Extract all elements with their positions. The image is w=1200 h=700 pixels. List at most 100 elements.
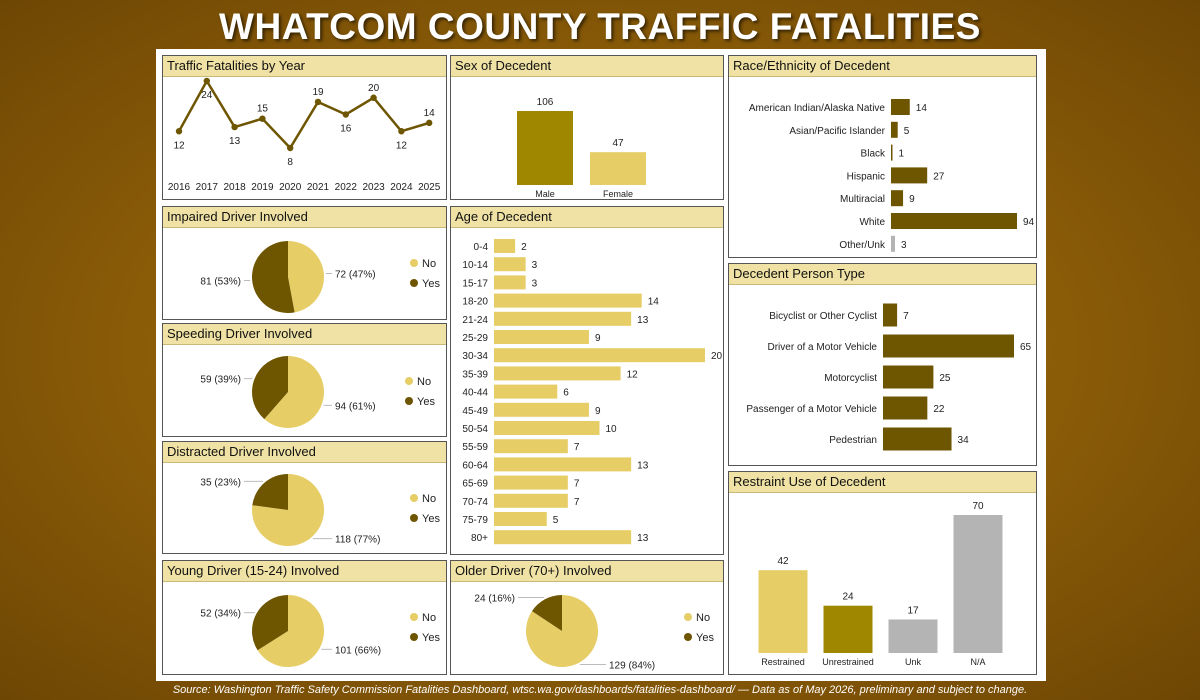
source-footnote: Source: Washington Traffic Safety Commis… [172, 684, 1028, 696]
bar [494, 366, 621, 381]
legend-label-yes: Yes [422, 632, 440, 644]
data-label: 7 [574, 479, 580, 490]
data-label: 94 [1023, 217, 1035, 228]
pie-chart-impaired: 72 (47%) 81 (53%) No Yes [200, 241, 440, 313]
pie-slice-yes [252, 595, 288, 651]
x-tick-label: Unk [905, 657, 922, 667]
y-tick-label: 55-59 [462, 442, 488, 453]
y-tick-label: 30-34 [462, 351, 488, 362]
data-label: 20 [711, 351, 723, 362]
data-label: 9 [595, 406, 601, 417]
y-tick-label: Passenger of a Motor Vehicle [746, 404, 877, 415]
data-label: 106 [537, 97, 554, 108]
legend-marker-yes [410, 514, 418, 522]
data-point [287, 144, 294, 152]
legend-marker-yes [410, 633, 418, 641]
x-tick-label: 2021 [307, 182, 330, 193]
panel-sex: Sex of Decedent 106 Male 47 Female [450, 55, 724, 200]
data-point [342, 111, 349, 118]
y-tick-label: 80+ [471, 533, 488, 544]
pie-slice-yes [252, 356, 288, 420]
panel-title: Decedent Person Type [729, 264, 1036, 285]
data-label: 118 (77%) [335, 535, 380, 546]
legend-label-yes: Yes [417, 396, 435, 408]
data-label: 9 [909, 194, 915, 205]
bar [891, 213, 1017, 229]
y-tick-label: 60-64 [462, 460, 488, 471]
data-label: 5 [553, 515, 559, 526]
y-tick-label: 0-4 [474, 242, 489, 253]
bar [823, 605, 873, 653]
data-label: 17 [907, 605, 919, 616]
x-tick-label: 2020 [279, 182, 302, 193]
x-tick-label: Male [535, 189, 555, 199]
bar [494, 421, 600, 435]
data-label: 35 (23%) [200, 477, 241, 488]
panel-race: Race/Ethnicity of Decedent 14 American In… [728, 55, 1037, 258]
bar [891, 144, 893, 161]
panel-title: Restraint Use of Decedent [729, 472, 1036, 493]
y-tick-label: 45-49 [462, 406, 488, 417]
pie-chart-older: 129 (84%) 24 (16%) No Yes [474, 594, 714, 672]
data-label: 59 (39%) [200, 375, 241, 386]
legend-marker-no [410, 259, 418, 267]
data-label: 24 (16%) [474, 594, 515, 605]
data-point [175, 128, 183, 135]
bar [891, 121, 898, 138]
panel-impaired-driver: Impaired Driver Involved 72 (47%) 81 (53%… [162, 206, 447, 320]
x-tick-label: 2024 [390, 182, 413, 193]
data-label: 7 [574, 442, 580, 453]
data-label: 13 [229, 136, 241, 147]
x-tick-label: 2018 [223, 182, 246, 193]
data-label: 42 [777, 556, 789, 567]
bar [494, 293, 642, 308]
data-label: 65 [1020, 342, 1032, 353]
panel-age: Age of Decedent 2 0-4 3 10-14 3 15-17 14 18-20 1… [450, 206, 724, 555]
data-label: 24 [842, 592, 854, 603]
data-label: 1 [899, 149, 905, 160]
x-tick-label: 2016 [168, 182, 191, 193]
y-tick-label: 50-54 [462, 424, 488, 435]
data-label: 3 [901, 240, 907, 251]
bar [494, 457, 632, 472]
line-chart-by-year: 1220162420171320181520198202019202116202… [168, 77, 441, 193]
data-label: 34 [958, 435, 970, 446]
y-tick-label: 35-39 [462, 369, 488, 380]
y-tick-label: 15-17 [462, 278, 488, 289]
data-label: 27 [933, 171, 945, 182]
legend-marker-no [410, 613, 418, 621]
data-label: 24 [201, 90, 213, 101]
legend-label-yes: Yes [422, 513, 440, 525]
legend-marker-no [410, 494, 418, 502]
pie-slice-no [264, 356, 324, 428]
data-label: 5 [904, 126, 910, 137]
bar-chart-age: 2 0-4 3 10-14 3 15-17 14 18-20 13 21-24 9 25-29 20 30… [462, 239, 723, 545]
panel-fatalities-by-year: Traffic Fatalities by Year 12 2016 24 2017 1… [162, 55, 447, 200]
panel-title: Sex of Decedent [451, 56, 723, 77]
panel-distracted-driver: Distracted Driver Involved 118 (77%) 35 (… [162, 441, 447, 554]
x-tick-label: N/A [970, 657, 985, 667]
bar-chart-person-type: 7 Bicyclist or Other Cyclist 65 Driver of a… [746, 303, 1032, 451]
data-label: 14 [424, 108, 436, 119]
pie-slice-yes [252, 474, 288, 510]
data-label: 13 [637, 533, 649, 544]
series-line [177, 78, 430, 151]
data-label: 72 (47%) [335, 269, 376, 280]
pie-chart-distracted: 118 (77%) 35 (23%) No Yes [200, 474, 440, 546]
data-label: 2 [521, 242, 527, 253]
data-label: 8 [287, 157, 293, 168]
x-tick-label: 2022 [335, 182, 358, 193]
bar [494, 384, 558, 399]
panel-title: Traffic Fatalities by Year [163, 56, 446, 77]
panel-title: Older Driver (70+) Involved [451, 561, 723, 582]
y-tick-label: Hispanic [847, 171, 885, 182]
bar [883, 334, 1014, 358]
legend-marker-yes [410, 279, 418, 287]
data-label: 81 (53%) [200, 277, 241, 288]
pie-slice-no [257, 595, 324, 667]
bar [494, 475, 568, 490]
bar [891, 99, 910, 115]
panel-speeding-driver: Speeding Driver Involved 94 (61%) 59 (39%… [162, 323, 447, 437]
data-point [259, 115, 266, 122]
data-label: 47 [612, 138, 624, 149]
